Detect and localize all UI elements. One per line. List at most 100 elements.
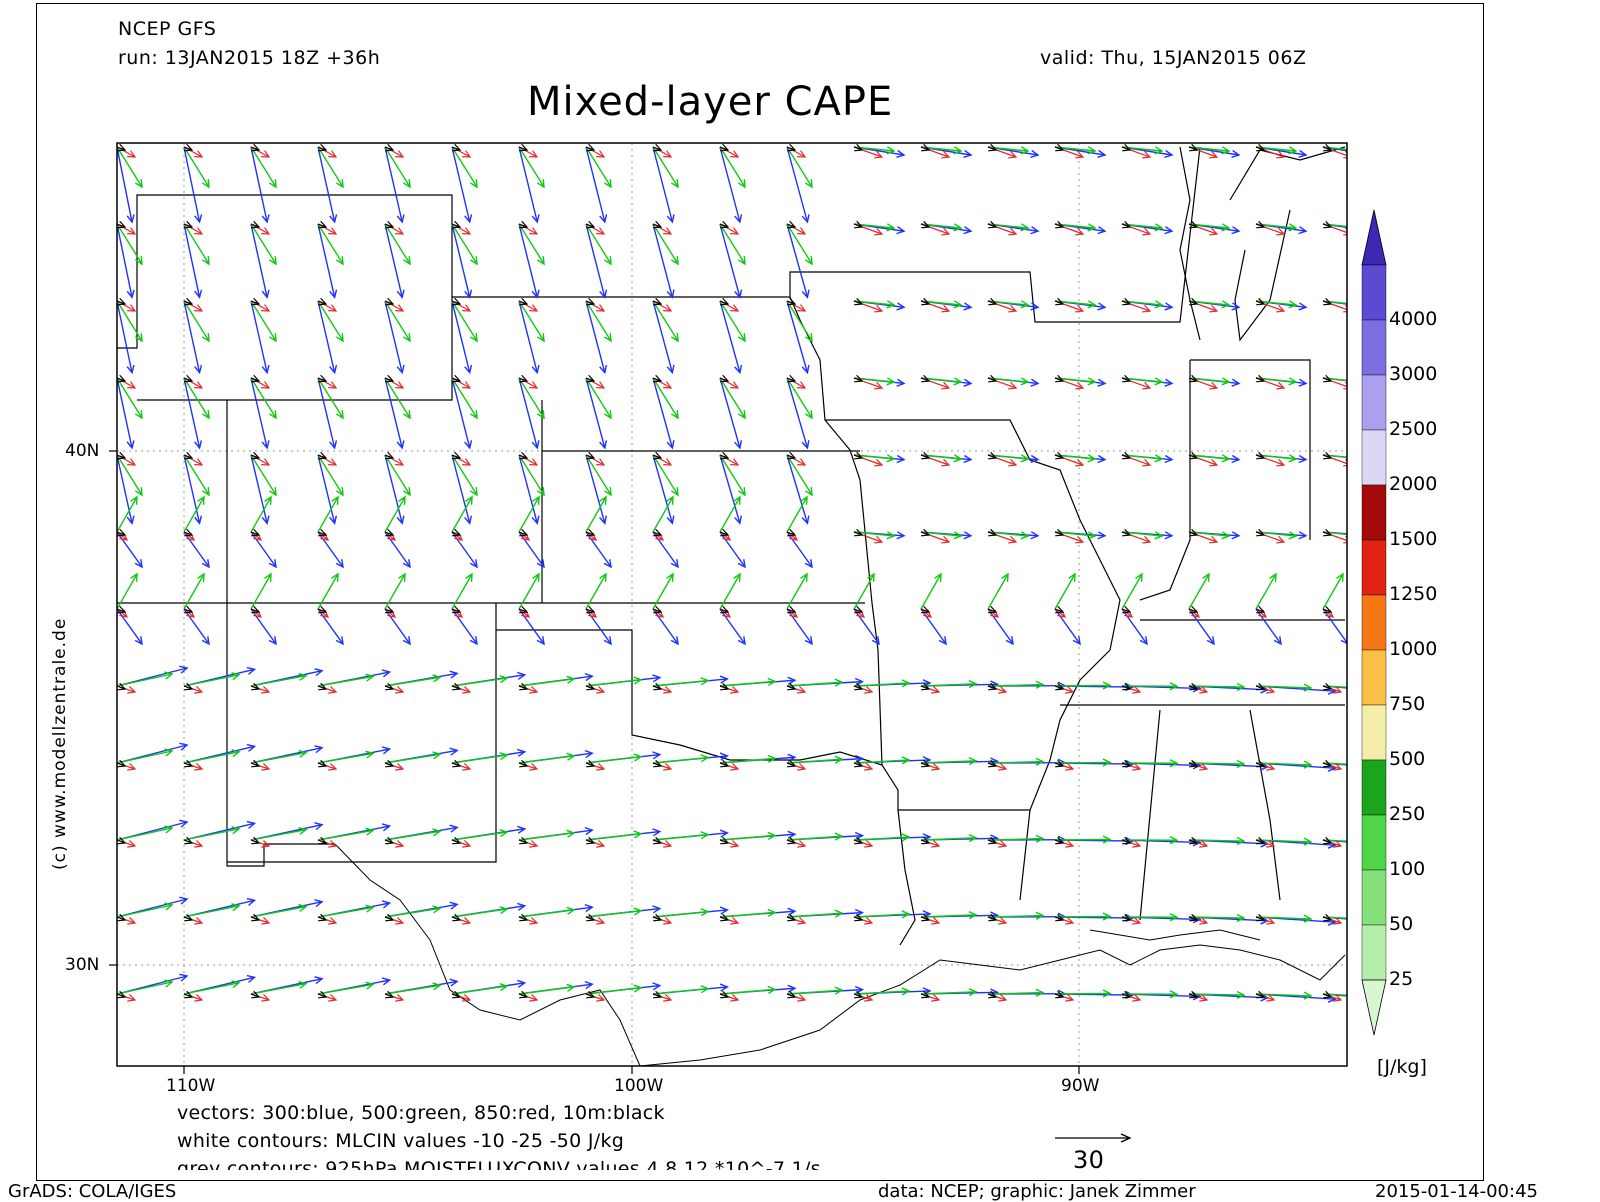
wind-vector (452, 147, 477, 187)
wind-vector (787, 455, 812, 495)
wind-vector (385, 497, 405, 532)
wind-vector (452, 678, 507, 686)
wind-vector (787, 147, 812, 187)
colorbar-cell (1362, 595, 1386, 650)
valid-label: valid: Thu, 15JAN2015 06Z (1040, 49, 1306, 68)
wind-vector (385, 378, 410, 418)
wind-vector (318, 497, 338, 532)
wind-vector (519, 224, 544, 264)
wind-vector (653, 835, 708, 840)
colorbar-label: 1250 (1389, 585, 1437, 604)
wind-vector (385, 301, 402, 373)
lon-label-90w: 90W (1061, 1078, 1099, 1095)
wind-vector (586, 574, 606, 609)
wind-vector (720, 147, 740, 222)
wind-vector (318, 532, 343, 567)
wind-vector (720, 532, 745, 567)
wind-vector (385, 609, 410, 644)
wind-vector (586, 757, 641, 763)
wind-vector (653, 147, 678, 187)
wind-vector-head (1396, 842, 1403, 849)
wind-vector (318, 455, 343, 495)
wind-vector (452, 378, 470, 448)
wind-vector (787, 301, 807, 373)
colorbar-label: 3000 (1389, 365, 1437, 384)
credit-text: (c) www.modellzentrale.de (50, 618, 70, 870)
wind-vector (586, 224, 611, 264)
wind-vector (1122, 574, 1142, 609)
lon-label-110w: 110W (166, 1078, 215, 1095)
lat-label-40n: 40N (65, 443, 99, 460)
wind-vector (1256, 574, 1276, 609)
wind-vector (385, 147, 402, 222)
wind-vector (653, 532, 678, 567)
lat-label-30n: 30N (65, 957, 99, 974)
wind-vector (452, 574, 472, 609)
wind-vector (251, 753, 306, 763)
wind-vector (385, 677, 440, 686)
wind-vector (452, 497, 472, 532)
wind-vector (586, 911, 641, 917)
wind-vector (117, 905, 172, 917)
wind-vector (653, 224, 678, 264)
wind-vector (184, 301, 200, 373)
wind-vector (385, 224, 410, 264)
wind-vector (184, 574, 204, 609)
colorbar-label: 1000 (1389, 640, 1437, 659)
wind-vector (519, 910, 574, 917)
colorbar-label: 250 (1389, 805, 1425, 824)
wind-vector (251, 301, 267, 373)
wind-vector (385, 831, 440, 840)
wind-vector (653, 574, 673, 609)
wind-vector (787, 301, 812, 341)
colorbar-cell (1362, 485, 1386, 540)
colorbar-cell (1362, 650, 1386, 705)
wind-vector (251, 497, 271, 532)
wind-vector (452, 147, 470, 222)
wind-vector (787, 990, 842, 994)
wind-vector (452, 609, 477, 644)
wind-vector (117, 532, 142, 567)
wind-vector (1055, 609, 1080, 644)
wind-vector (318, 301, 335, 373)
wind-vector-head (1366, 150, 1373, 157)
legend-line-white-contours: white contours: MLCIN values -10 -25 -50… (177, 1132, 624, 1151)
wind-vector (452, 378, 477, 418)
wind-vector (1055, 839, 1110, 840)
wind-vector (318, 574, 338, 609)
wind-vector (251, 609, 276, 644)
colorbar-label: 1500 (1389, 530, 1437, 549)
wind-vector (385, 455, 410, 495)
wind-vector (251, 378, 276, 418)
wind-vector (184, 752, 239, 763)
wind-vector (184, 378, 200, 448)
wind-vector (1122, 609, 1147, 644)
wind-vector (251, 676, 306, 686)
model-label: NCEP GFS (118, 20, 216, 39)
wind-vector (184, 609, 209, 644)
wind-vector (117, 751, 172, 763)
wind-vector (519, 455, 544, 495)
wind-vector (318, 224, 343, 264)
wind-vector (586, 147, 611, 187)
wind-vector (787, 836, 842, 840)
wind-vector (385, 908, 440, 917)
colorbar-cell (1362, 540, 1386, 595)
wind-vector (586, 301, 611, 341)
wind-vector (586, 455, 611, 495)
reference-vector-arrow (1055, 1134, 1130, 1142)
wind-vector (1256, 609, 1281, 644)
wind-vector (184, 906, 239, 917)
wind-vector (452, 301, 477, 341)
wind-vector (720, 378, 745, 418)
colorbar-cell (1362, 375, 1386, 430)
wind-vector (720, 224, 745, 264)
wind-vector (720, 681, 775, 686)
wind-vector (519, 609, 544, 644)
wind-vector (318, 224, 335, 297)
footer-data-credit: data: NCEP; graphic: Janek Zimmer (878, 1183, 1196, 1201)
wind-vector (519, 147, 544, 187)
wind-vector (452, 301, 470, 373)
wind-vector (653, 609, 678, 644)
wind-vector (1323, 574, 1343, 609)
